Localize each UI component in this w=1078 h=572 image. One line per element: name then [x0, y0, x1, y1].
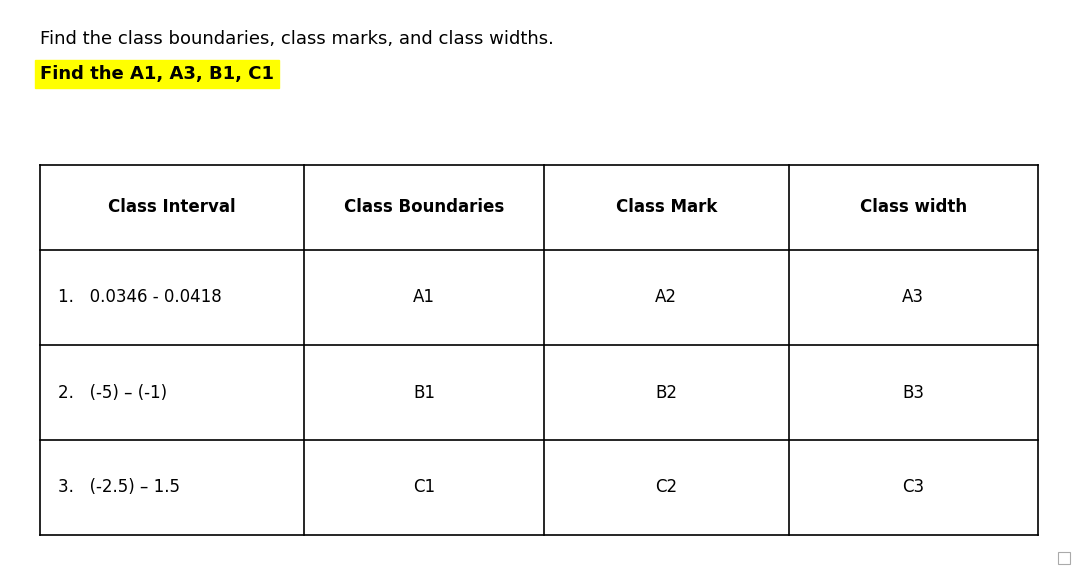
- Text: Find the class boundaries, class marks, and class widths.: Find the class boundaries, class marks, …: [40, 30, 554, 48]
- Text: B1: B1: [413, 383, 436, 402]
- Text: Find the A1, A3, B1, C1: Find the A1, A3, B1, C1: [40, 65, 274, 83]
- Text: C2: C2: [655, 479, 677, 496]
- Text: A2: A2: [655, 288, 677, 307]
- Text: Class width: Class width: [859, 198, 967, 216]
- Bar: [1058, 552, 1070, 564]
- Text: Class Interval: Class Interval: [109, 198, 236, 216]
- Text: C3: C3: [902, 479, 924, 496]
- Text: B2: B2: [655, 383, 677, 402]
- Text: C1: C1: [413, 479, 436, 496]
- Text: 2.   (-5) – (-1): 2. (-5) – (-1): [58, 383, 167, 402]
- Text: 3.   (-2.5) – 1.5: 3. (-2.5) – 1.5: [58, 479, 180, 496]
- Text: Class Mark: Class Mark: [616, 198, 717, 216]
- Text: 1.   0.0346 - 0.0418: 1. 0.0346 - 0.0418: [58, 288, 222, 307]
- Text: B3: B3: [902, 383, 924, 402]
- Text: A1: A1: [413, 288, 436, 307]
- Text: Class Boundaries: Class Boundaries: [344, 198, 505, 216]
- Text: A3: A3: [902, 288, 924, 307]
